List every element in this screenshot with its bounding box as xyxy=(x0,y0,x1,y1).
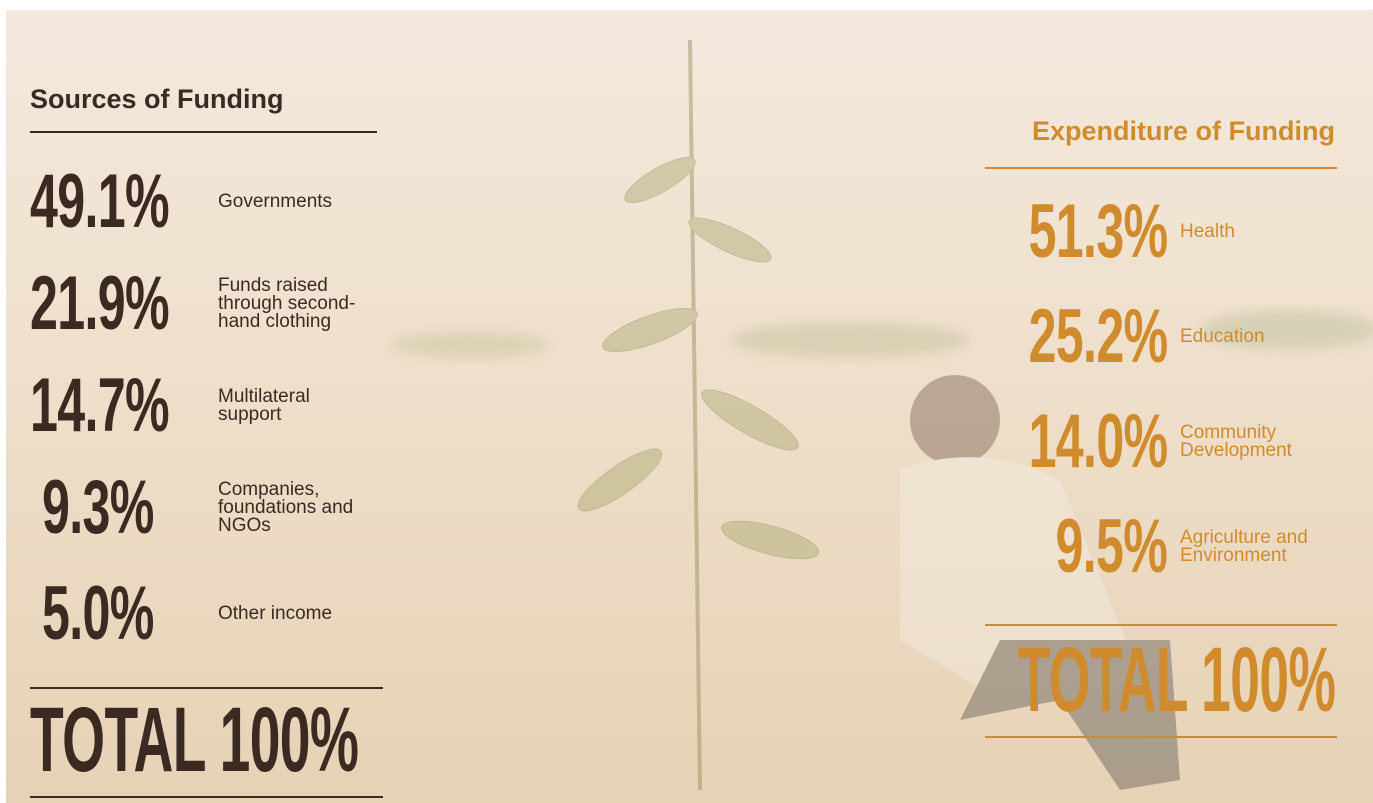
source-percent: 49.1% xyxy=(30,159,170,244)
source-label: Companies, foundations and NGOs xyxy=(218,479,354,536)
source-label: Other income xyxy=(218,603,333,624)
expenditure-label: Health xyxy=(1180,221,1235,242)
source-label: Governments xyxy=(218,191,333,212)
divider xyxy=(30,131,377,133)
source-label: Funds raised through second-hand clothin… xyxy=(218,275,356,332)
expenditure-label: Community Development xyxy=(1180,422,1292,461)
expenditure-percent: 25.2% xyxy=(1028,294,1168,379)
divider xyxy=(985,167,1337,169)
source-percent: 5.0% xyxy=(42,571,154,656)
source-percent: 9.3% xyxy=(42,465,154,550)
source-percent: 21.9% xyxy=(30,261,170,346)
source-percent: 14.7% xyxy=(30,363,170,448)
sources-title: Sources of Funding xyxy=(30,84,284,114)
expenditure-title: Expenditure of Funding xyxy=(1032,116,1335,146)
expenditure-total: TOTAL 100% xyxy=(1017,629,1336,731)
divider xyxy=(985,736,1337,738)
divider xyxy=(30,796,383,798)
expenditure-percent: 51.3% xyxy=(1028,189,1168,274)
divider xyxy=(985,624,1337,626)
sources-total: TOTAL 100% xyxy=(30,689,359,791)
source-label: Multilateral support xyxy=(218,386,310,425)
divider xyxy=(30,687,383,689)
expenditure-label: Education xyxy=(1180,326,1265,347)
expenditure-percent: 14.0% xyxy=(1028,399,1168,484)
expenditure-label: Agriculture and Environment xyxy=(1180,527,1308,566)
expenditure-percent: 9.5% xyxy=(1055,504,1167,589)
